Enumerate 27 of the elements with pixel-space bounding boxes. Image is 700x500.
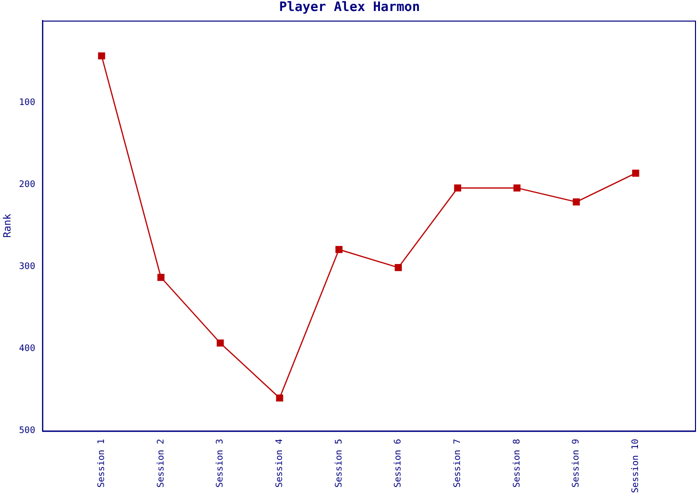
x-tick-label: Session 10 [631, 438, 642, 494]
x-tick-label: Session 6 [394, 438, 404, 488]
x-tick-label: Session 2 [156, 438, 166, 488]
point [572, 198, 580, 206]
x-tick-label: Session 9 [572, 438, 582, 488]
point [513, 184, 521, 192]
x-tick-label: Session 3 [216, 438, 226, 488]
x-tick-label: Session 5 [334, 438, 344, 488]
y-tick-label: 300 [18, 262, 36, 272]
y-tick-label: 100 [18, 98, 36, 108]
y-tick-label: 200 [18, 180, 36, 190]
chart-title: Player Alex Harmon [279, 0, 420, 16]
x-tick-label: Session 7 [452, 438, 463, 488]
point [632, 170, 640, 177]
point [335, 246, 342, 254]
y-tick-label: 400 [18, 344, 36, 354]
x-tick-label: Session 1 [96, 438, 107, 488]
point [216, 339, 224, 347]
point [454, 184, 462, 192]
point [98, 52, 106, 60]
point [276, 394, 284, 402]
x-tick-label: Session 8 [512, 438, 522, 488]
point [157, 274, 164, 281]
y-tick-label: 500 [18, 426, 36, 436]
y-axis-title: Rank [2, 214, 14, 238]
point [394, 264, 402, 272]
x-tick-label: Session 4 [274, 438, 285, 488]
